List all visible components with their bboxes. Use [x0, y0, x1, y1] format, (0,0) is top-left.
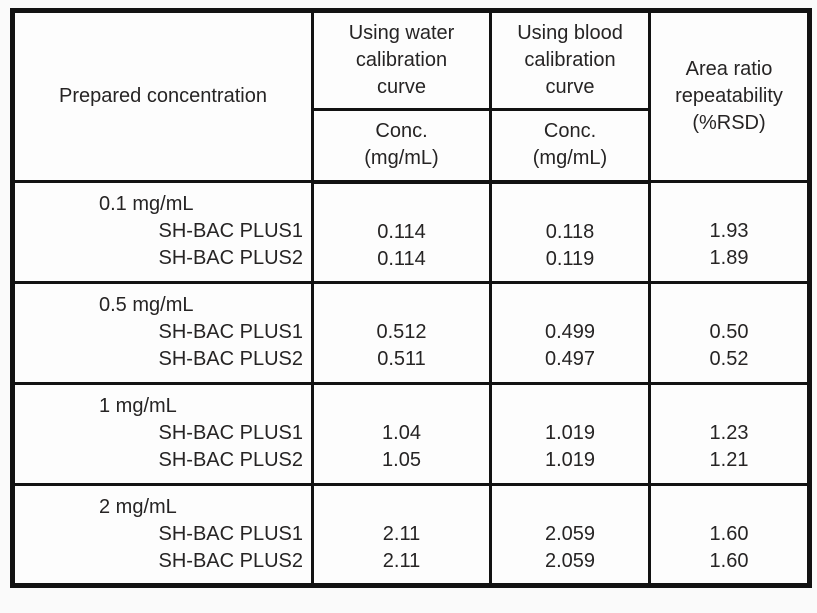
- header-row-2: Conc. (mg/mL) Conc. (mg/mL): [13, 108, 810, 184]
- water-conc-value: 0.512: [376, 321, 427, 343]
- blood-conc-cell: 1.019 1.019: [489, 382, 651, 486]
- header-conc-water: Conc. (mg/mL): [311, 108, 492, 184]
- rsd-value: 0.50: [709, 321, 749, 343]
- water-conc-cell: 0.114 0.114: [311, 180, 492, 284]
- rsd-cell: 1.23 1.21: [648, 382, 811, 486]
- rsd-value: 1.23: [709, 422, 749, 444]
- water-conc-value: 0.511: [377, 348, 426, 370]
- water-conc-cell: 1.04 1.05: [311, 382, 492, 486]
- sample-name: SH-BAC PLUS1: [158, 220, 304, 242]
- results-table-container: Prepared concentration Using water calib…: [10, 8, 812, 588]
- group-label: 1 mg/mL: [99, 395, 177, 417]
- table-row-0.5mg: 0.5 mg/mL SH-BAC PLUS1 SH-BAC PLUS2 0.51…: [11, 281, 811, 385]
- blood-conc-value: 1.019: [544, 422, 596, 444]
- rsd-cell: 1.93 1.89: [648, 180, 811, 284]
- calibration-results-table: Prepared concentration Using water calib…: [10, 8, 812, 588]
- sample-name: SH-BAC PLUS2: [158, 247, 304, 269]
- blood-conc-value: 0.119: [545, 247, 595, 270]
- group-label: 0.5 mg/mL: [99, 294, 194, 316]
- header-water-calibration: Using water calibration curve: [311, 9, 492, 111]
- sample-name: SH-BAC PLUS1: [158, 422, 304, 444]
- water-conc-value: 1.05: [382, 449, 421, 471]
- group-label: 0.1 mg/mL: [99, 193, 194, 215]
- prepared-concentration-cell: 0.1 mg/mL SH-BAC PLUS1 SH-BAC PLUS2: [11, 180, 314, 284]
- blood-conc-value: 2.059: [544, 550, 596, 572]
- header-area-ratio-repeatability: Area ratio repeatability (%RSD): [648, 9, 811, 183]
- rsd-cell: 1.60 1.60: [648, 483, 811, 587]
- rsd-value: 0.52: [709, 348, 749, 370]
- blood-conc-value: 1.019: [544, 449, 596, 471]
- water-conc-value: 0.114: [377, 220, 426, 243]
- group-label: 2 mg/mL: [99, 496, 177, 518]
- water-conc-value: 2.11: [382, 550, 421, 572]
- rsd-value: 1.93: [709, 220, 749, 242]
- blood-conc-cell: 0.118 0.119: [489, 180, 651, 284]
- sample-name: SH-BAC PLUS2: [158, 348, 304, 370]
- sample-name: SH-BAC PLUS1: [158, 321, 304, 343]
- blood-conc-value: 0.118: [545, 220, 595, 243]
- blood-conc-cell: 2.059 2.059: [489, 483, 651, 587]
- water-conc-value: 1.04: [382, 422, 421, 444]
- rsd-value: 1.60: [709, 550, 749, 572]
- rsd-value: 1.89: [709, 247, 749, 269]
- blood-conc-value: 0.497: [544, 348, 596, 370]
- table-body: 0.1 mg/mL SH-BAC PLUS1 SH-BAC PLUS2 0.11…: [11, 180, 811, 587]
- header-blood-calibration: Using blood calibration curve: [489, 9, 651, 111]
- table-row-2mg: 2 mg/mL SH-BAC PLUS1 SH-BAC PLUS2 2.11 2…: [11, 483, 811, 587]
- sample-name: SH-BAC PLUS2: [158, 550, 304, 572]
- water-conc-cell: 0.512 0.511: [311, 281, 492, 385]
- prepared-concentration-cell: 2 mg/mL SH-BAC PLUS1 SH-BAC PLUS2: [11, 483, 314, 587]
- sample-name: SH-BAC PLUS2: [158, 449, 304, 471]
- table-row-1mg: 1 mg/mL SH-BAC PLUS1 SH-BAC PLUS2 1.04 1…: [11, 382, 811, 486]
- header-conc-blood: Conc. (mg/mL): [489, 108, 651, 184]
- table-header: Prepared concentration Using water calib…: [11, 9, 811, 184]
- blood-conc-value: 0.499: [544, 321, 596, 343]
- sample-name: SH-BAC PLUS1: [158, 523, 304, 545]
- table-row-0.1mg: 0.1 mg/mL SH-BAC PLUS1 SH-BAC PLUS2 0.11…: [11, 180, 811, 284]
- water-conc-value: 0.114: [377, 247, 426, 270]
- rsd-cell: 0.50 0.52: [648, 281, 811, 385]
- blood-conc-cell: 0.499 0.497: [489, 281, 651, 385]
- water-conc-cell: 2.11 2.11: [311, 483, 492, 587]
- blood-conc-value: 2.059: [544, 523, 596, 545]
- header-prepared-concentration: Prepared concentration: [11, 9, 314, 183]
- header-row-1: Prepared concentration Using water calib…: [11, 9, 811, 183]
- prepared-concentration-cell: 1 mg/mL SH-BAC PLUS1 SH-BAC PLUS2: [11, 382, 314, 486]
- water-conc-value: 2.11: [382, 523, 421, 545]
- rsd-value: 1.60: [709, 523, 749, 545]
- prepared-concentration-cell: 0.5 mg/mL SH-BAC PLUS1 SH-BAC PLUS2: [11, 281, 314, 385]
- rsd-value: 1.21: [709, 449, 749, 471]
